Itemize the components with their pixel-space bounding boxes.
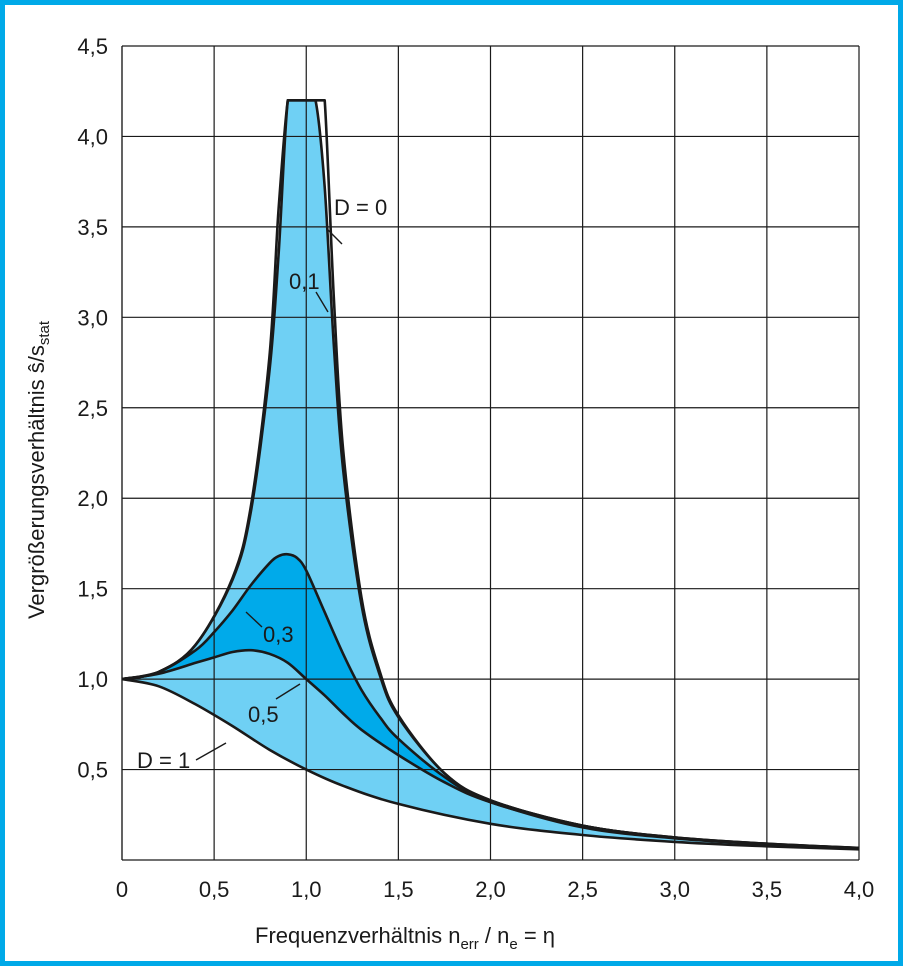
curve-label-d1: D = 1: [137, 748, 190, 773]
y-tick-label: 4,5: [77, 34, 108, 59]
x-axis-label: Frequenzverhältnis nerr / ne = η: [255, 923, 555, 953]
y-axis-label: Vergrößerungsverhältnis ŝ/sstat: [24, 320, 53, 619]
x-tick-label: 2,0: [475, 877, 506, 902]
curve-label-d03: 0,3: [263, 622, 294, 647]
series-line-4: [121, 677, 860, 851]
y-tick-label: 3,0: [77, 305, 108, 330]
x-tick-label: 1,5: [383, 877, 414, 902]
label-leaders: [195, 229, 343, 761]
curve-label-d01: 0,1: [289, 269, 320, 294]
leader-d0: [327, 229, 343, 245]
curve-label-d05: 0,5: [248, 702, 279, 727]
leader-d03: [245, 611, 263, 628]
y-tick-label: 2,0: [77, 486, 108, 511]
y-tick-label: 2,5: [77, 396, 108, 421]
x-tick-labels: 0 0,5 1,0 1,5 2,0 2,5 3,0 3,5 4,0: [116, 877, 874, 902]
x-tick-label: 0,5: [199, 877, 230, 902]
curve-label-d0: D = 0: [334, 195, 387, 220]
series-line-3: [121, 648, 860, 850]
y-tick-label: 1,0: [77, 667, 108, 692]
x-tick-label: 3,5: [752, 877, 783, 902]
leader-d01: [315, 291, 329, 313]
x-tick-label: 3,0: [659, 877, 690, 902]
series-line-2: [121, 552, 860, 850]
y-tick-label: 1,5: [77, 577, 108, 602]
curves: [121, 98, 860, 851]
y-tick-label: 3,5: [77, 215, 108, 240]
x-tick-label: 2,5: [567, 877, 598, 902]
grid: [121, 45, 860, 861]
x-tick-label: 0: [116, 877, 128, 902]
y-tick-label: 0,5: [77, 758, 108, 783]
y-tick-labels: 0,5 1,0 1,5 2,0 2,5 3,0 3,5 4,0 4,5: [77, 34, 108, 783]
leader-d1: [195, 742, 227, 761]
x-tick-label: 1,0: [291, 877, 322, 902]
leader-d05: [275, 683, 301, 700]
x-tick-label: 4,0: [844, 877, 875, 902]
y-tick-label: 4,0: [77, 124, 108, 149]
